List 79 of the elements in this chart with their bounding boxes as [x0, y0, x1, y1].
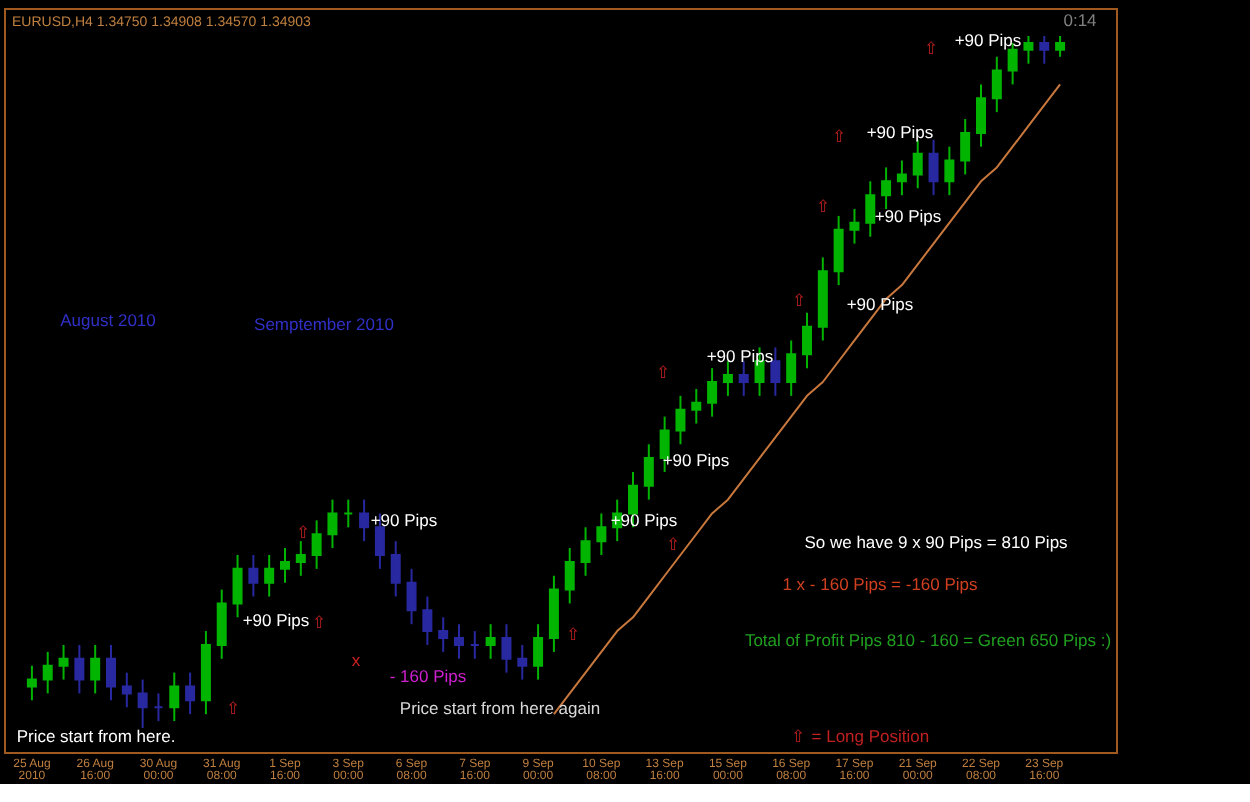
candlestick — [833, 214, 844, 287]
candlestick — [169, 671, 180, 723]
annotation: ⇧ = Long Position — [790, 726, 930, 746]
annotation: +90 Pips — [242, 610, 310, 630]
candlestick — [264, 554, 275, 598]
candlestick — [248, 554, 259, 598]
candlestick — [580, 526, 591, 577]
candlestick — [849, 208, 860, 245]
candlestick — [928, 138, 939, 197]
annotation: Total of Profit Pips 810 - 160 = Green 650 Pips :) — [744, 630, 1112, 650]
candlestick — [643, 443, 654, 501]
candlestick — [359, 498, 370, 543]
candlestick — [232, 554, 243, 619]
candlestick — [42, 650, 53, 695]
candlestick — [865, 180, 876, 238]
annotation: x — [351, 650, 362, 670]
candlestick — [295, 540, 306, 577]
candlestick — [912, 138, 923, 190]
candlestick — [991, 55, 1002, 114]
candlestick — [1055, 35, 1066, 58]
annotation: +90 Pips — [954, 30, 1022, 50]
annotation: Price start from here again — [399, 698, 601, 718]
candlestick — [216, 588, 227, 660]
annotation: +90 Pips — [874, 206, 942, 226]
annotation: 1 x - 160 Pips = -160 Pips — [782, 574, 978, 594]
candlestick — [533, 623, 544, 681]
candlestick — [517, 643, 528, 681]
candlestick — [896, 159, 907, 197]
candlestick — [960, 118, 971, 176]
candlestick — [501, 623, 512, 674]
candlestick — [944, 145, 955, 197]
candlestick — [881, 166, 892, 210]
annotation: ⇧ — [656, 362, 672, 382]
candlestick — [422, 595, 433, 646]
candlestick — [564, 547, 575, 605]
annotation: ⇧ — [312, 612, 328, 632]
candlestick — [675, 394, 686, 446]
candlestick — [1039, 35, 1050, 65]
candlestick — [74, 643, 85, 695]
annotation: ⇧ — [296, 522, 312, 542]
annotation: +90 Pips — [846, 294, 914, 314]
candlestick — [311, 519, 322, 570]
candlestick — [327, 498, 338, 550]
annotation: ⇧ — [666, 534, 682, 554]
annotation: Price start from here. — [16, 726, 176, 746]
annotation: ⇧ — [226, 698, 242, 718]
candlestick — [1023, 35, 1034, 65]
candlestick — [786, 339, 797, 397]
text: 0:14 — [1063, 10, 1098, 30]
annotation: - 160 Pips — [389, 666, 467, 686]
annotation: ⇧ — [792, 290, 808, 310]
candlestick — [438, 616, 449, 653]
candlestick — [106, 643, 116, 702]
candlestick — [485, 623, 496, 660]
candlestick — [802, 311, 812, 370]
candlestick — [770, 346, 781, 397]
candlestick — [596, 512, 607, 556]
candlestick — [185, 671, 196, 716]
candlestick — [722, 360, 733, 397]
candlestick — [454, 623, 464, 660]
annotation: ⇧ — [924, 38, 940, 58]
candlestick — [280, 547, 290, 584]
annotation: ⇧ — [566, 624, 582, 644]
candlestick — [137, 678, 148, 729]
annotation: So we have 9 x 90 Pips = 810 Pips — [804, 532, 1068, 552]
annotation: Semptember 2010 — [254, 314, 395, 334]
annotation: August 2010 — [60, 310, 157, 330]
candlestick — [26, 664, 37, 702]
candlestick — [121, 671, 132, 709]
annotation: ⇧ — [816, 196, 832, 216]
candlestick — [390, 540, 401, 598]
candlestick — [406, 567, 417, 626]
annotation: ⇧ — [832, 126, 848, 146]
candlestick — [691, 387, 702, 425]
candlestick — [90, 643, 101, 695]
candlestick — [976, 83, 986, 148]
candlestick — [58, 643, 69, 681]
annotation: +90 Pips — [866, 122, 934, 142]
candlestick — [707, 367, 718, 418]
